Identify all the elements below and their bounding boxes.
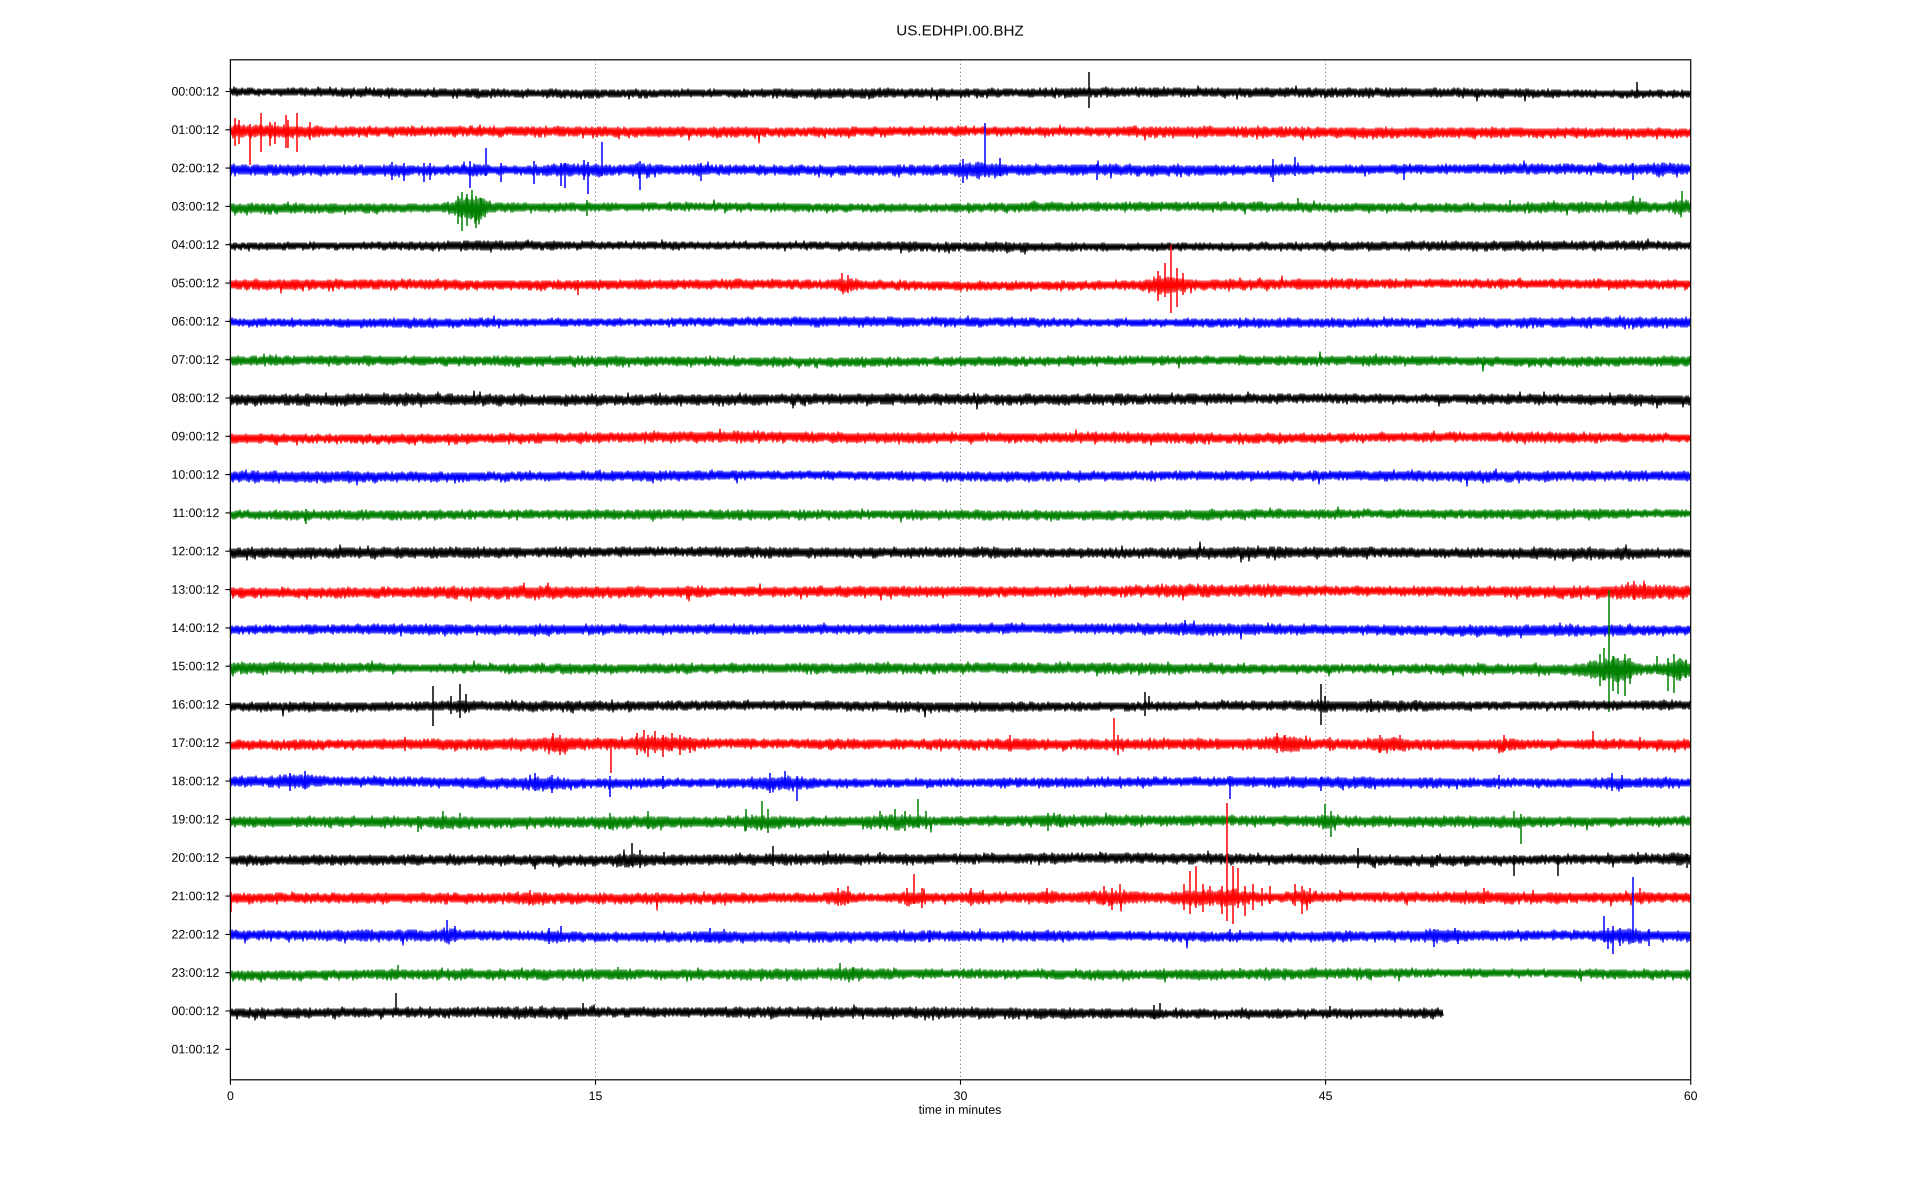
svg-text:16:00:12: 16:00:12 xyxy=(172,698,220,712)
svg-text:13:00:12: 13:00:12 xyxy=(172,583,220,597)
svg-text:03:00:12: 03:00:12 xyxy=(172,199,220,213)
svg-text:19:00:12: 19:00:12 xyxy=(172,812,220,826)
svg-text:14:00:12: 14:00:12 xyxy=(172,621,220,635)
svg-text:30: 30 xyxy=(954,1089,968,1103)
svg-text:11:00:12: 11:00:12 xyxy=(172,506,219,520)
svg-text:23:00:12: 23:00:12 xyxy=(172,966,220,980)
svg-text:17:00:12: 17:00:12 xyxy=(172,736,220,750)
svg-text:04:00:12: 04:00:12 xyxy=(172,238,220,252)
svg-text:0: 0 xyxy=(227,1089,234,1103)
svg-text:00:00:12: 00:00:12 xyxy=(172,1004,220,1018)
svg-text:time in minutes: time in minutes xyxy=(919,1103,1002,1117)
svg-text:07:00:12: 07:00:12 xyxy=(172,353,220,367)
svg-text:09:00:12: 09:00:12 xyxy=(172,429,220,443)
svg-text:18:00:12: 18:00:12 xyxy=(172,774,220,788)
svg-text:10:00:12: 10:00:12 xyxy=(172,468,220,482)
svg-text:15:00:12: 15:00:12 xyxy=(172,659,220,673)
svg-text:45: 45 xyxy=(1319,1089,1333,1103)
svg-text:60: 60 xyxy=(1684,1089,1698,1103)
svg-text:21:00:12: 21:00:12 xyxy=(172,889,220,903)
svg-text:15: 15 xyxy=(589,1089,603,1103)
svg-text:06:00:12: 06:00:12 xyxy=(172,314,220,328)
svg-text:00:00:12: 00:00:12 xyxy=(172,85,220,99)
svg-text:12:00:12: 12:00:12 xyxy=(172,544,220,558)
svg-text:05:00:12: 05:00:12 xyxy=(172,276,220,290)
svg-text:02:00:12: 02:00:12 xyxy=(172,161,220,175)
svg-text:22:00:12: 22:00:12 xyxy=(172,927,220,941)
svg-text:20:00:12: 20:00:12 xyxy=(172,851,220,865)
svg-text:01:00:12: 01:00:12 xyxy=(172,123,220,137)
svg-text:08:00:12: 08:00:12 xyxy=(172,391,220,405)
svg-text:US.EDHPI.00.BHZ: US.EDHPI.00.BHZ xyxy=(896,22,1023,39)
svg-text:01:00:12: 01:00:12 xyxy=(172,1042,220,1056)
